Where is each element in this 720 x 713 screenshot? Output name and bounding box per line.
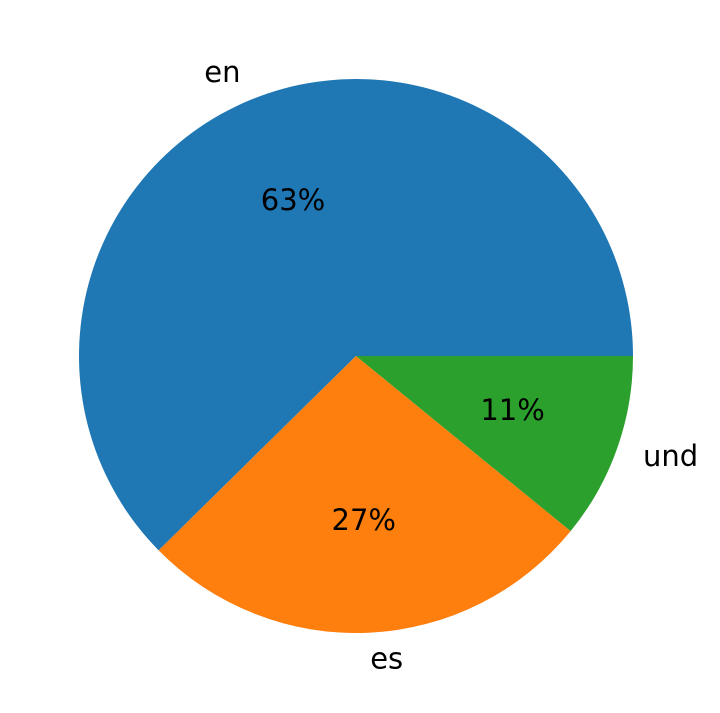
pie-slice	[158, 356, 571, 634]
slice-label: en	[204, 55, 240, 89]
slice-label: und	[643, 439, 698, 473]
percent-label: 11%	[480, 393, 544, 427]
pie-slice	[356, 356, 633, 532]
percent-label: 63%	[261, 183, 325, 217]
percent-label: 27%	[332, 503, 396, 537]
slice-label: es	[370, 641, 403, 675]
pie-slice	[79, 78, 633, 551]
